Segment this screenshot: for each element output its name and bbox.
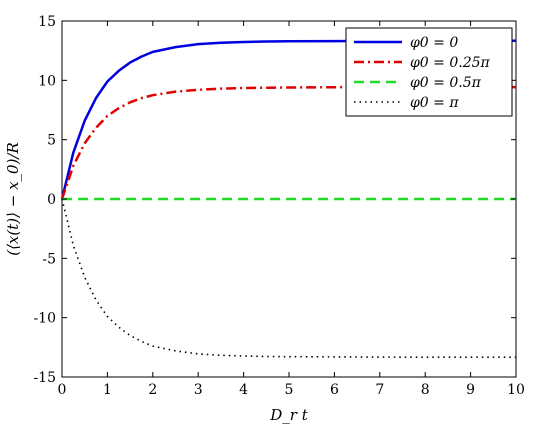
y-tick-label: -10	[33, 311, 56, 327]
x-tick-label: 8	[421, 382, 430, 398]
x-tick-label: 10	[507, 382, 525, 398]
y-tick-label: 5	[47, 133, 56, 149]
x-axis-label: D_r t	[269, 406, 308, 424]
legend: φ0 = 0 φ0 = 0.25π φ0 = 0.5π φ0 = π	[345, 27, 513, 117]
x-tick-label: 1	[103, 382, 112, 398]
x-tick-label: 7	[375, 382, 384, 398]
legend-label: φ0 = 0.5π	[410, 75, 482, 91]
x-tick-label: 9	[466, 382, 475, 398]
x-tick-label: 5	[285, 382, 294, 398]
legend-label: φ0 = 0.25π	[410, 55, 491, 71]
legend-label: φ0 = 0	[410, 35, 458, 51]
series-line-4	[61, 198, 516, 359]
y-tick-label: 10	[38, 73, 56, 89]
ticks-layer: 0 1 2 3 4 5 6 7 8 9 10 -15 -10 -5 0 5 10 15	[33, 14, 524, 398]
legend-label: φ0 = π	[410, 95, 459, 111]
x-tick-label: 3	[194, 382, 203, 398]
y-tick-label: 0	[47, 192, 56, 208]
y-axis-label: (⟨x(t)⟩ − x_0)/R	[4, 142, 22, 256]
x-tick-label: 2	[148, 382, 157, 398]
y-tick-label: -5	[42, 251, 56, 267]
y-tick-label: -15	[33, 370, 56, 386]
y-tick-label: 15	[38, 14, 56, 30]
x-tick-label: 4	[239, 382, 248, 398]
x-tick-label: 6	[330, 382, 339, 398]
x-tick-label: 0	[58, 382, 67, 398]
